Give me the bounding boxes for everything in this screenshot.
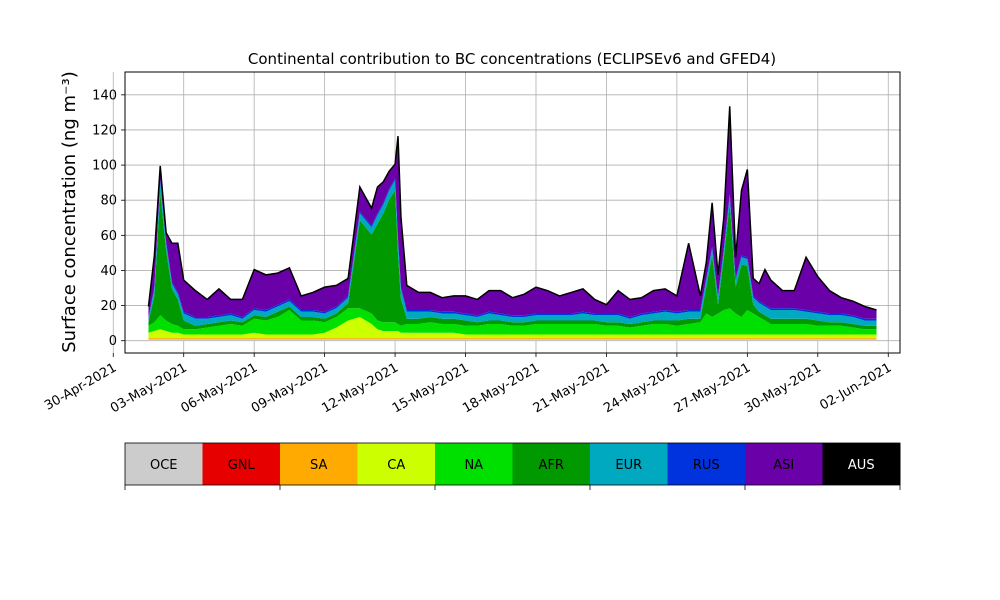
legend-label-oce: OCE — [150, 458, 178, 473]
y-tick-label: 40 — [100, 264, 117, 279]
legend-swatch-gnl — [202, 443, 281, 485]
y-axis-ticks: 0 20 40 60 80 100 120 140 — [92, 88, 125, 349]
area-afr — [148, 190, 877, 330]
legend-swatch-eur — [590, 443, 668, 485]
total-line-group — [147, 106, 877, 311]
legend-swatch-rus — [667, 443, 746, 485]
y-tick-label: 0 — [109, 334, 117, 349]
area-asi — [148, 106, 877, 319]
stacked-areas — [148, 106, 877, 341]
area-oce — [148, 338, 877, 341]
legend-label-eur: EUR — [615, 458, 642, 473]
y-tick-label: 100 — [92, 159, 117, 174]
legend-label-asi: ASI — [773, 458, 794, 473]
area-na — [148, 308, 877, 335]
area-sa — [148, 338, 877, 339]
legend-swatch-oce — [125, 443, 203, 485]
legend-frame — [124, 442, 901, 486]
y-tick-label: 20 — [100, 299, 117, 314]
y-axis-label: Surface concentration (ng m⁻³) — [59, 71, 80, 353]
chart-title: Continental contribution to BC concentra… — [248, 50, 776, 68]
legend-colorbar: OCE GNL SA CA NA AFR EUR RUS ASI AUS — [124, 442, 901, 490]
total-line — [147, 106, 877, 311]
legend-label-gnl: GNL — [228, 458, 256, 473]
legend-label-ca: CA — [387, 458, 405, 473]
legend-swatch-aus — [822, 443, 901, 485]
legend-swatch-sa — [280, 443, 358, 485]
legend-label-afr: AFR — [539, 458, 564, 473]
y-tick-label: 140 — [92, 88, 117, 103]
legend-swatch-ca — [357, 443, 436, 485]
legend-swatch-asi — [745, 443, 823, 485]
legend-label-aus: AUS — [848, 458, 875, 473]
legend-swatch-na — [435, 443, 513, 485]
legend-label-sa: SA — [310, 458, 327, 473]
legend-swatch-afr — [512, 443, 591, 485]
y-tick-label: 120 — [92, 123, 117, 138]
y-tick-label: 60 — [100, 229, 117, 244]
legend-label-na: NA — [464, 458, 483, 473]
area-ca — [148, 317, 877, 339]
y-tick-label: 80 — [100, 194, 117, 209]
plot-frame — [124, 71, 901, 354]
legend-label-rus: RUS — [693, 458, 720, 473]
